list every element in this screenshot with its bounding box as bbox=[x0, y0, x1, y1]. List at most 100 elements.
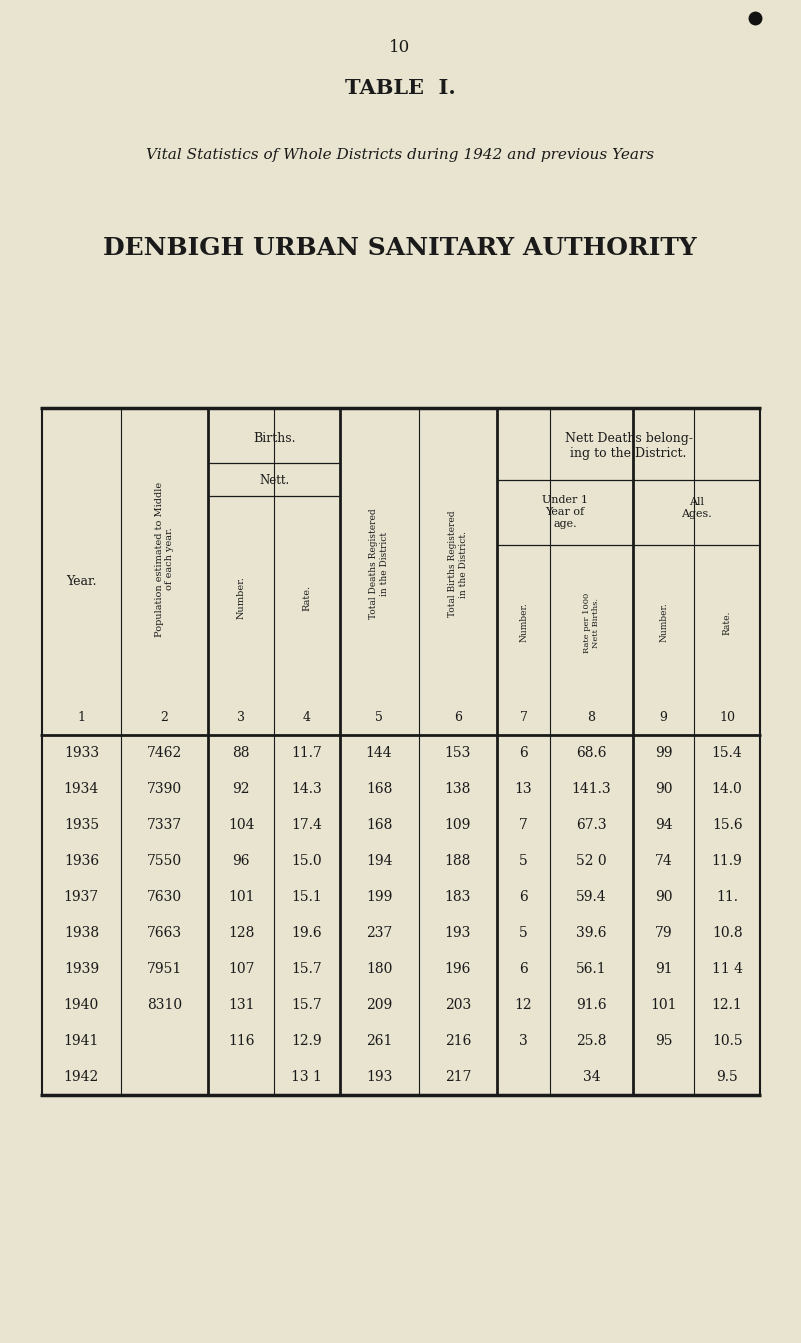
Text: 101: 101 bbox=[650, 998, 677, 1013]
Text: Number.: Number. bbox=[237, 576, 246, 619]
Text: 261: 261 bbox=[366, 1034, 392, 1048]
Text: 95: 95 bbox=[655, 1034, 672, 1048]
Text: 9: 9 bbox=[660, 710, 667, 724]
Text: Total Births Registered
in the District.: Total Births Registered in the District. bbox=[449, 510, 468, 618]
Text: Under 1
Year of
age.: Under 1 Year of age. bbox=[542, 496, 588, 529]
Text: 109: 109 bbox=[445, 818, 471, 833]
Text: 131: 131 bbox=[228, 998, 255, 1013]
Text: 7663: 7663 bbox=[147, 927, 182, 940]
Text: Number.: Number. bbox=[659, 603, 668, 642]
Text: 216: 216 bbox=[445, 1034, 471, 1048]
Text: 1938: 1938 bbox=[64, 927, 99, 940]
Text: TABLE  I.: TABLE I. bbox=[344, 78, 456, 98]
Text: 14.0: 14.0 bbox=[712, 782, 743, 796]
Text: Number.: Number. bbox=[519, 603, 528, 642]
Text: Rate.: Rate. bbox=[302, 586, 312, 611]
Text: 168: 168 bbox=[366, 782, 392, 796]
Text: 12: 12 bbox=[515, 998, 533, 1013]
Text: 74: 74 bbox=[654, 854, 673, 868]
Text: 11 4: 11 4 bbox=[711, 962, 743, 976]
Text: 88: 88 bbox=[232, 745, 250, 760]
Text: 203: 203 bbox=[445, 998, 471, 1013]
Text: 34: 34 bbox=[582, 1070, 600, 1084]
Text: DENBIGH URBAN SANITARY AUTHORITY: DENBIGH URBAN SANITARY AUTHORITY bbox=[103, 236, 697, 261]
Text: 1935: 1935 bbox=[64, 818, 99, 833]
Text: 17.4: 17.4 bbox=[292, 818, 322, 833]
Text: 15.6: 15.6 bbox=[712, 818, 743, 833]
Text: 8310: 8310 bbox=[147, 998, 182, 1013]
Text: 1936: 1936 bbox=[64, 854, 99, 868]
Text: 144: 144 bbox=[366, 745, 392, 760]
Text: 7390: 7390 bbox=[147, 782, 182, 796]
Text: 3: 3 bbox=[237, 710, 245, 724]
Text: 10.5: 10.5 bbox=[712, 1034, 743, 1048]
Text: 4: 4 bbox=[303, 710, 311, 724]
Text: 59.4: 59.4 bbox=[576, 890, 607, 904]
Text: 7951: 7951 bbox=[147, 962, 182, 976]
Text: 91.6: 91.6 bbox=[576, 998, 607, 1013]
Text: 96: 96 bbox=[232, 854, 250, 868]
Text: Population estimated to Middle
of each year.: Population estimated to Middle of each y… bbox=[155, 481, 175, 637]
Text: 7: 7 bbox=[520, 710, 528, 724]
Text: 101: 101 bbox=[228, 890, 255, 904]
Text: 15.0: 15.0 bbox=[292, 854, 322, 868]
Text: 94: 94 bbox=[655, 818, 673, 833]
Text: Vital Statistics of Whole Districts during 1942 and previous Years: Vital Statistics of Whole Districts duri… bbox=[146, 148, 654, 163]
Text: 196: 196 bbox=[445, 962, 471, 976]
Text: 79: 79 bbox=[655, 927, 673, 940]
Text: 25.8: 25.8 bbox=[576, 1034, 606, 1048]
Text: 217: 217 bbox=[445, 1070, 471, 1084]
Text: 68.6: 68.6 bbox=[576, 745, 606, 760]
Text: 116: 116 bbox=[228, 1034, 255, 1048]
Text: 153: 153 bbox=[445, 745, 471, 760]
Text: 11.7: 11.7 bbox=[292, 745, 322, 760]
Text: 90: 90 bbox=[655, 890, 672, 904]
Text: 1939: 1939 bbox=[64, 962, 99, 976]
Text: Nett Deaths belong-
ing to the District.: Nett Deaths belong- ing to the District. bbox=[565, 432, 693, 461]
Text: 15.1: 15.1 bbox=[292, 890, 322, 904]
Text: 5: 5 bbox=[519, 927, 528, 940]
Text: 13: 13 bbox=[515, 782, 533, 796]
Text: 92: 92 bbox=[232, 782, 250, 796]
Text: 1934: 1934 bbox=[64, 782, 99, 796]
Text: 14.3: 14.3 bbox=[292, 782, 322, 796]
Text: 3: 3 bbox=[519, 1034, 528, 1048]
Text: 7: 7 bbox=[519, 818, 528, 833]
Text: 128: 128 bbox=[228, 927, 255, 940]
Text: 1937: 1937 bbox=[64, 890, 99, 904]
Text: 7337: 7337 bbox=[147, 818, 182, 833]
Text: All
Ages.: All Ages. bbox=[681, 497, 712, 518]
Text: 7550: 7550 bbox=[147, 854, 182, 868]
Text: 7462: 7462 bbox=[147, 745, 182, 760]
Text: 141.3: 141.3 bbox=[572, 782, 611, 796]
Text: 2: 2 bbox=[161, 710, 168, 724]
Text: 6: 6 bbox=[519, 962, 528, 976]
Text: 194: 194 bbox=[366, 854, 392, 868]
Text: 52 0: 52 0 bbox=[576, 854, 607, 868]
Text: Rate per 1000
Nett Births.: Rate per 1000 Nett Births. bbox=[583, 592, 600, 653]
Text: 11.9: 11.9 bbox=[712, 854, 743, 868]
Text: 1941: 1941 bbox=[64, 1034, 99, 1048]
Text: 67.3: 67.3 bbox=[576, 818, 607, 833]
Text: 209: 209 bbox=[366, 998, 392, 1013]
Text: 7630: 7630 bbox=[147, 890, 182, 904]
Text: 9.5: 9.5 bbox=[716, 1070, 738, 1084]
Text: 1940: 1940 bbox=[64, 998, 99, 1013]
Text: 1933: 1933 bbox=[64, 745, 99, 760]
Text: 12.1: 12.1 bbox=[712, 998, 743, 1013]
Text: 91: 91 bbox=[655, 962, 673, 976]
Text: 193: 193 bbox=[366, 1070, 392, 1084]
Text: Nett.: Nett. bbox=[259, 474, 289, 486]
Text: 183: 183 bbox=[445, 890, 471, 904]
Text: 5: 5 bbox=[519, 854, 528, 868]
Text: 188: 188 bbox=[445, 854, 471, 868]
Text: 10.8: 10.8 bbox=[712, 927, 743, 940]
Text: 90: 90 bbox=[655, 782, 672, 796]
Text: 8: 8 bbox=[587, 710, 595, 724]
Text: 1: 1 bbox=[78, 710, 86, 724]
Text: 168: 168 bbox=[366, 818, 392, 833]
Text: 13 1: 13 1 bbox=[292, 1070, 322, 1084]
Text: 5: 5 bbox=[375, 710, 383, 724]
Text: Total Deaths Registered
in the District: Total Deaths Registered in the District bbox=[369, 509, 388, 619]
Text: 15.4: 15.4 bbox=[712, 745, 743, 760]
